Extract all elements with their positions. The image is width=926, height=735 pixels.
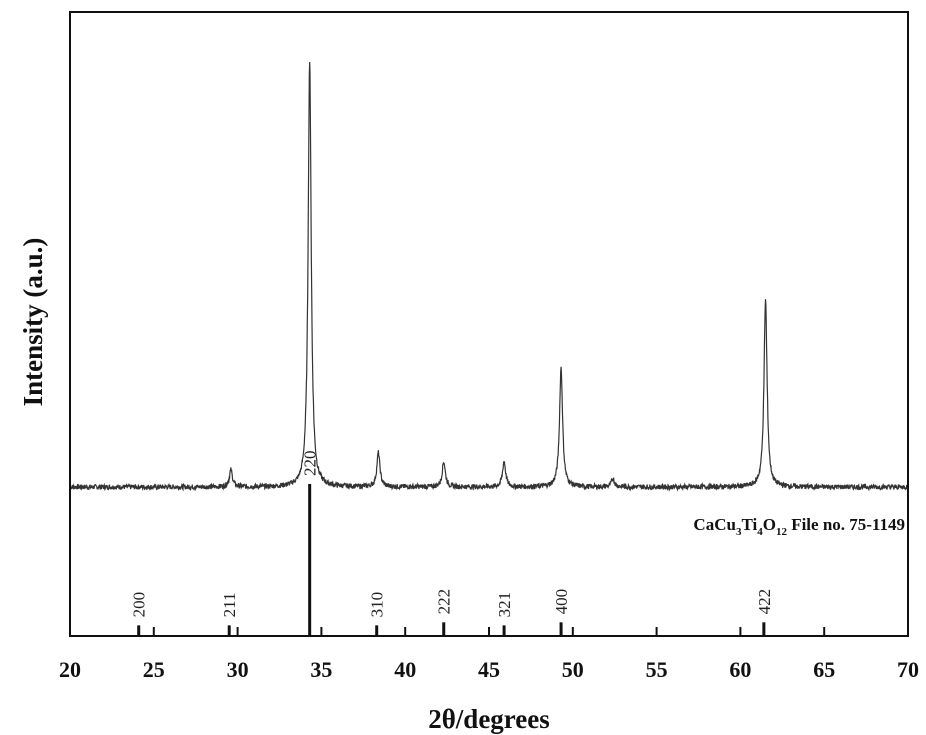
x-tick-label-40: 40 bbox=[394, 657, 416, 682]
reference-label-422: 422 bbox=[755, 589, 774, 615]
x-tick-label-45: 45 bbox=[478, 657, 500, 682]
x-tick-label-50: 50 bbox=[562, 657, 584, 682]
reference-label-220: 220 bbox=[301, 451, 320, 477]
x-tick-label-60: 60 bbox=[729, 657, 751, 682]
measured-pattern bbox=[69, 61, 909, 492]
x-axis-title: 2θ/degrees bbox=[428, 704, 550, 734]
annotation: CaCu3Ti4O12 File no. 75-1149 bbox=[693, 515, 905, 538]
x-tick-label-30: 30 bbox=[227, 657, 249, 682]
pattern-line bbox=[69, 61, 909, 492]
reference-label-310: 310 bbox=[368, 592, 387, 618]
y-axis-title: Intensity (a.u.) bbox=[18, 238, 48, 407]
x-tick-label-20: 20 bbox=[59, 657, 81, 682]
x-axis-ticks: 20 25 30 35 40 45 50 55 60 65 70 bbox=[59, 627, 919, 682]
reference-pattern: 200 211 220 310 222 321 400 422 bbox=[130, 451, 774, 636]
plot-frame bbox=[69, 11, 909, 637]
reference-label-400: 400 bbox=[552, 589, 571, 615]
x-tick-label-70: 70 bbox=[897, 657, 919, 682]
x-tick-label-55: 55 bbox=[646, 657, 668, 682]
x-tick-label-35: 35 bbox=[310, 657, 332, 682]
reference-label-200: 200 bbox=[130, 592, 149, 618]
reference-label-321: 321 bbox=[495, 592, 514, 618]
reference-label-222: 222 bbox=[435, 589, 454, 615]
x-tick-label-25: 25 bbox=[143, 657, 165, 682]
reference-label-211: 211 bbox=[220, 592, 239, 617]
x-tick-label-65: 65 bbox=[813, 657, 835, 682]
